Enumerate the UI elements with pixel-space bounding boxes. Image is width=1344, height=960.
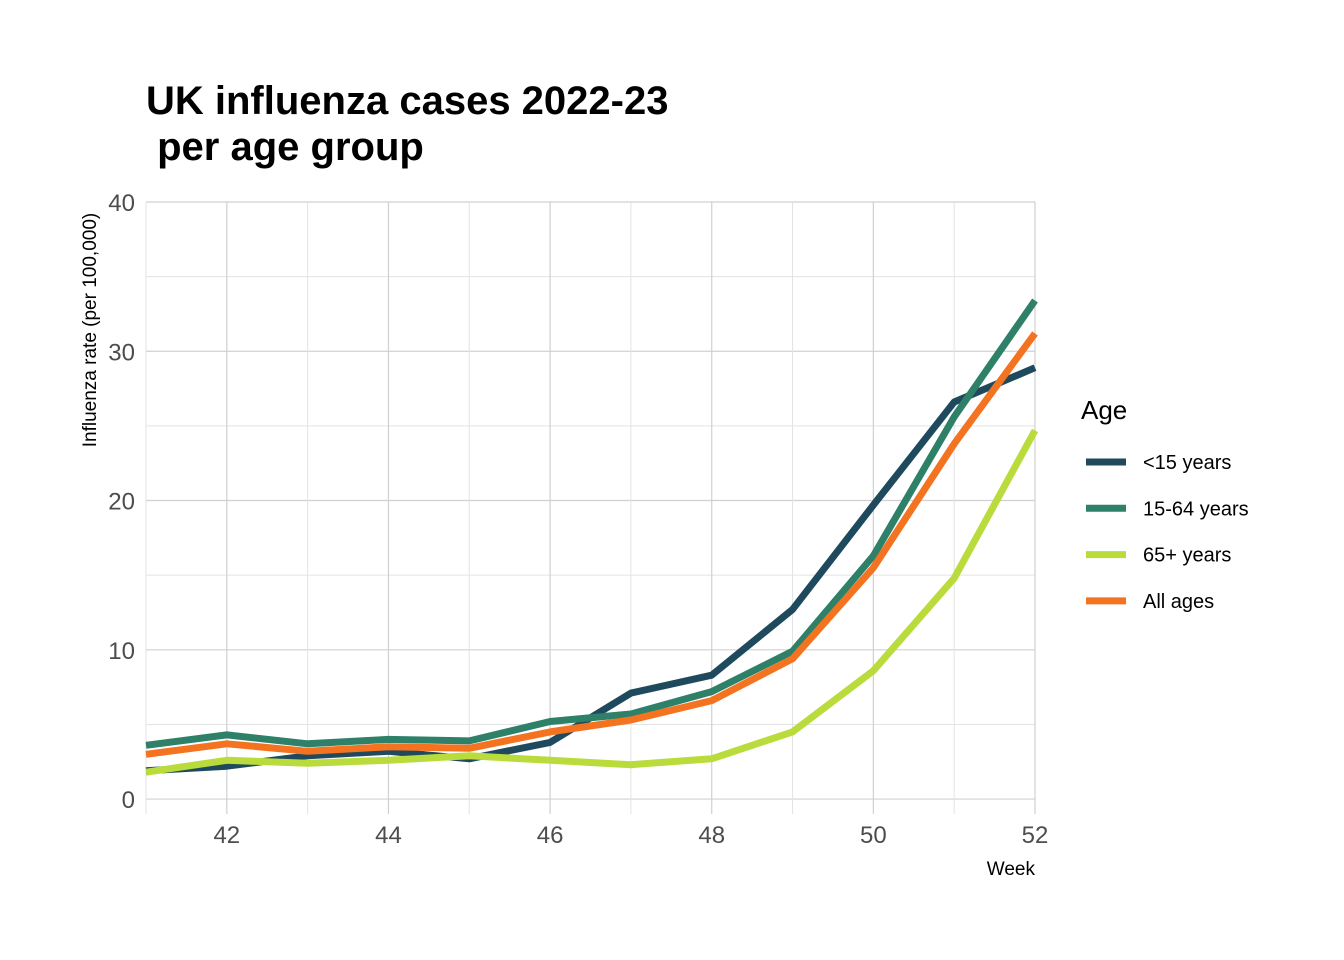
series-line-65-years [145, 428, 1039, 776]
y-axis-title: Influenza rate (per 100,000) [80, 213, 101, 448]
y-tick-label: 40 [108, 190, 135, 217]
x-tick-label: 46 [537, 822, 564, 849]
series-line-15-64-years [145, 298, 1038, 749]
series-lines [145, 298, 1039, 776]
legend-label: 15-64 years [1143, 498, 1249, 520]
series-line--15-years [145, 364, 1037, 775]
y-tick-label: 20 [108, 489, 135, 516]
legend-label: 65+ years [1143, 545, 1231, 567]
series-line-all-ages [145, 331, 1038, 758]
x-tick-label: 50 [860, 822, 887, 849]
x-tick-label: 42 [213, 822, 240, 849]
grid-lines [145, 201, 1036, 814]
y-tick-label: 0 [122, 787, 135, 814]
legend-label: <15 years [1143, 452, 1231, 474]
legend-title: Age [1081, 395, 1127, 425]
y-tick-label: 10 [108, 638, 135, 665]
x-tick-label: 48 [698, 822, 725, 849]
legend-label: All ages [1143, 591, 1214, 613]
y-tick-labels: 0 10 20 30 40 [108, 190, 135, 814]
x-tick-labels: 42 44 46 48 50 52 [213, 822, 1048, 849]
x-axis-title: Week [987, 859, 1036, 880]
y-tick-label: 30 [108, 339, 135, 366]
x-tick-label: 44 [375, 822, 402, 849]
legend: Age <15 years 15-64 years 65+ years All age… [1081, 395, 1249, 613]
x-tick-label: 52 [1022, 822, 1049, 849]
chart-title: UK influenza cases 2022-23 per age group [146, 79, 669, 169]
